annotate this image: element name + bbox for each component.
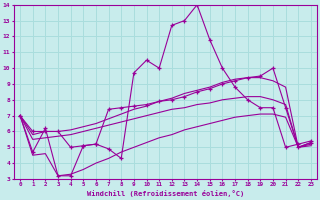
X-axis label: Windchill (Refroidissement éolien,°C): Windchill (Refroidissement éolien,°C)	[87, 190, 244, 197]
